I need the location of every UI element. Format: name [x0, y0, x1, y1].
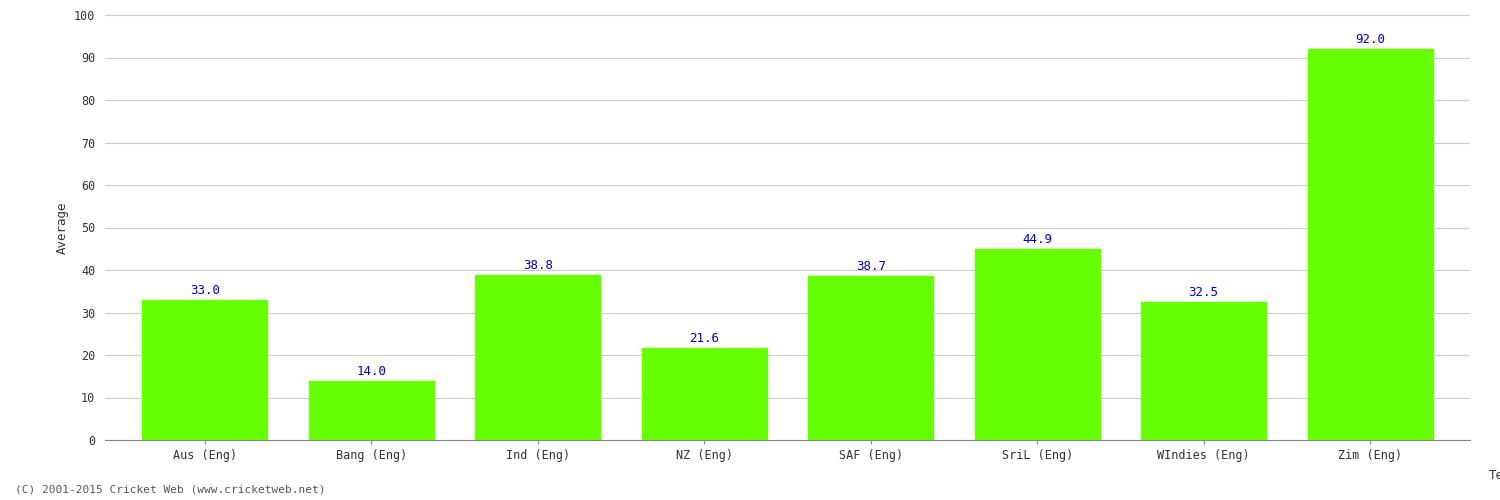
Bar [1308, 49, 1432, 440]
Text: 33.0: 33.0 [190, 284, 220, 297]
Bar [808, 276, 933, 440]
Text: 32.5: 32.5 [1188, 286, 1218, 299]
Text: 44.9: 44.9 [1022, 233, 1052, 246]
Text: 21.6: 21.6 [690, 332, 720, 345]
Bar [975, 249, 1100, 440]
Text: 38.8: 38.8 [524, 259, 554, 272]
Y-axis label: Average: Average [56, 201, 69, 254]
Bar [309, 380, 434, 440]
Bar [476, 275, 600, 440]
Text: 92.0: 92.0 [1354, 33, 1384, 46]
Text: Team: Team [1488, 469, 1500, 482]
Bar [1142, 302, 1266, 440]
Text: 14.0: 14.0 [357, 364, 387, 378]
Bar [142, 300, 267, 440]
Text: 38.7: 38.7 [855, 260, 885, 272]
Bar [642, 348, 766, 440]
Text: (C) 2001-2015 Cricket Web (www.cricketweb.net): (C) 2001-2015 Cricket Web (www.cricketwe… [15, 485, 326, 495]
